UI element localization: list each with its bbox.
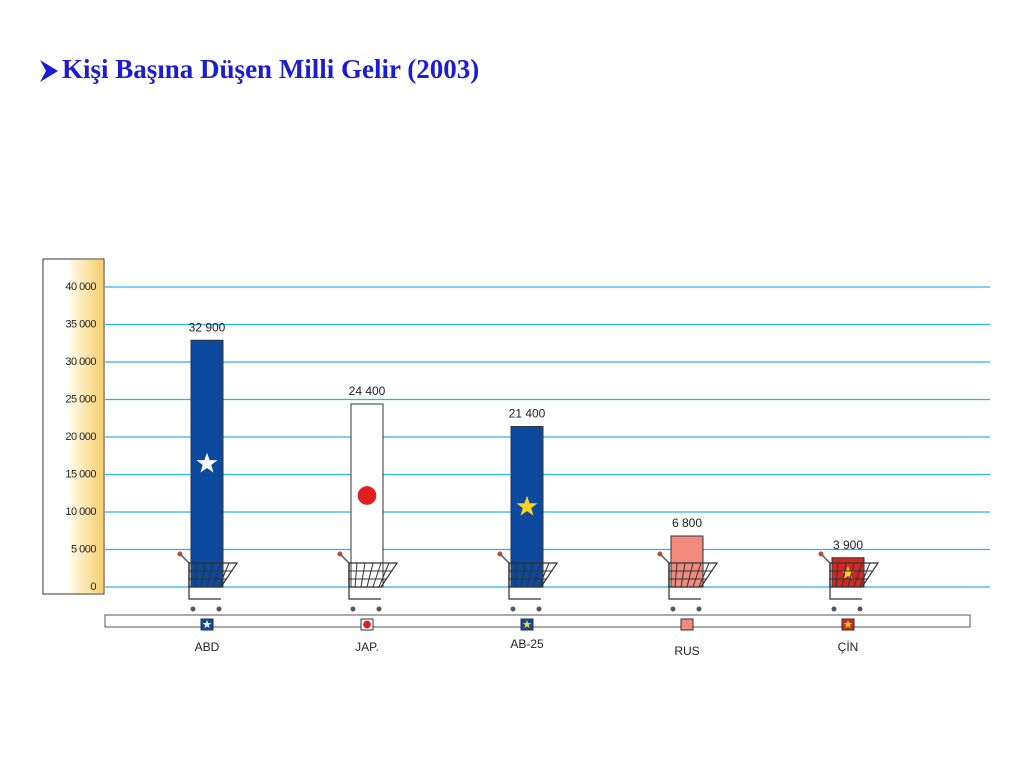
cart <box>696 606 702 612</box>
value-label: 21 400 <box>509 407 546 421</box>
cart <box>698 562 710 588</box>
y-tick-label: 35 000 <box>65 318 96 330</box>
emblem <box>202 620 212 629</box>
flag-icon <box>680 618 694 631</box>
y-tick-label: 40 000 <box>65 281 96 293</box>
cart <box>194 562 198 588</box>
cart <box>372 562 382 588</box>
slide-title: Kişi Başına Düşen Milli Gelir (2003) <box>62 54 479 84</box>
x-tick-label: AB-25 <box>510 637 544 651</box>
cart <box>212 562 222 588</box>
emblem <box>522 620 532 629</box>
emblem <box>363 620 371 629</box>
cart <box>510 606 516 612</box>
value-label: 32 900 <box>189 320 226 334</box>
cart <box>366 562 374 588</box>
cart <box>859 562 871 588</box>
bullet-arrow <box>40 60 58 82</box>
y-tick-label: 20 000 <box>65 431 96 443</box>
emblem <box>841 566 855 579</box>
y-tick-label: 10 000 <box>65 506 96 518</box>
cart <box>337 551 343 557</box>
cart <box>177 551 183 557</box>
cart <box>206 562 214 588</box>
cart <box>853 562 863 588</box>
cart <box>692 562 702 588</box>
cart <box>526 562 534 588</box>
emblem <box>516 495 538 516</box>
emblem <box>357 486 377 505</box>
cart <box>532 562 542 588</box>
y-tick-label: 5 000 <box>71 543 96 555</box>
cart <box>835 562 839 588</box>
cart <box>818 551 824 557</box>
x-tick-label: ÇİN <box>838 640 859 654</box>
cart <box>657 551 663 557</box>
value-label: 6 800 <box>672 516 702 530</box>
cart <box>538 562 550 588</box>
cart <box>674 562 678 588</box>
cart <box>218 562 230 588</box>
emblem <box>196 452 218 473</box>
cart <box>216 606 222 612</box>
cart <box>841 562 847 588</box>
cart <box>831 606 837 612</box>
cart <box>520 562 526 588</box>
cart <box>378 562 390 588</box>
cart <box>680 562 686 588</box>
cart <box>354 562 358 588</box>
x-tick-label: ABD <box>195 640 220 654</box>
cart <box>497 551 503 557</box>
x-tick-label: JAP. <box>355 640 379 654</box>
cart <box>857 606 863 612</box>
cart <box>847 562 855 588</box>
cart <box>200 562 206 588</box>
y-tick-label: 30 000 <box>65 356 96 368</box>
cart <box>536 606 542 612</box>
cart <box>670 606 676 612</box>
value-label: 24 400 <box>349 384 386 398</box>
cart <box>514 562 518 588</box>
y-tick-label: 15 000 <box>65 468 96 480</box>
y-tick-label: 25 000 <box>65 393 96 405</box>
cart <box>360 562 366 588</box>
y-tick-label: 0 <box>90 581 96 593</box>
cart <box>190 606 196 612</box>
cart <box>686 562 694 588</box>
category-strip <box>104 614 971 628</box>
emblem <box>843 620 853 629</box>
cart <box>376 606 382 612</box>
y-axis-stripe <box>70 260 103 593</box>
cart <box>350 606 356 612</box>
x-tick-label: RUS <box>674 644 699 658</box>
value-label: 3 900 <box>833 538 863 552</box>
